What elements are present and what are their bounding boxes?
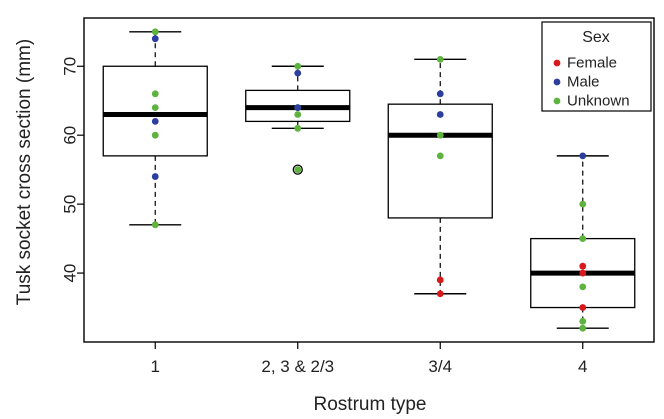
data-point-male [151,35,159,43]
data-point-unknown [579,283,587,291]
data-point-male [151,118,159,125]
data-point-male [294,69,302,77]
box-1 [102,31,208,226]
legend-label-unknown: Unknown [567,93,630,110]
data-point-female [436,276,444,284]
legend-entries: Female Male Unknown [553,55,630,110]
data-point-unknown [579,324,587,332]
data-point-male [436,111,444,118]
legend-box [541,21,652,112]
data-point-unknown [151,90,159,98]
x-axis-title: Rostrum type [314,394,427,415]
box-iqr [387,103,493,219]
data-point-unknown [151,104,159,112]
y-tick-label: 40 [61,264,80,283]
box-3 [387,58,493,295]
data-point-female [579,304,587,311]
data-point-unknown [151,28,159,36]
legend-marker-unknown [553,97,561,105]
data-point-unknown [436,131,444,139]
legend-marker-female [553,59,561,67]
data-point-male [436,90,444,98]
x-tick-label: 3/4 [428,357,452,376]
legend-title: Sex [582,29,610,46]
box-2 [245,65,351,175]
data-point-unknown [436,152,444,160]
box-iqr [102,65,208,157]
data-point-female [579,262,587,270]
data-point-female [436,290,444,298]
data-point-unknown [151,221,159,229]
data-point-unknown [579,235,587,242]
y-axis-title: Tusk socket cross section (mm) [14,39,35,305]
y-tick-label: 70 [61,57,80,76]
data-point-unknown [579,200,587,208]
data-point-unknown [294,62,302,70]
y-tick-label: 60 [61,126,80,145]
data-point-male [294,104,302,112]
points-layer [151,28,587,332]
legend-label-male: Male [567,74,600,91]
data-point-unknown [436,55,444,63]
data-point-male [151,173,159,180]
data-point-unknown [294,124,302,132]
x-tick-label: 4 [578,357,587,376]
data-point-unknown [151,131,159,139]
x-tick-label: 2, 3 & 2/3 [261,357,334,376]
data-point-unknown [579,317,587,325]
data-point-female [579,269,587,277]
plot-frame [83,17,655,343]
axes-layer: 40 50 60 70 1 2, 3 & 2/3 3/4 4 [61,17,655,376]
legend-marker-male [553,78,561,86]
box-4 [530,155,636,329]
y-tick-label: 50 [61,195,80,214]
data-point-unknown [294,111,302,118]
outlier-marker [292,164,303,175]
x-tick-label: 1 [151,357,160,376]
legend-label-female: Female [567,55,617,72]
legend: Sex Female Male Unknown [541,21,652,112]
data-point-unknown [294,166,302,174]
data-point-male [579,152,587,160]
